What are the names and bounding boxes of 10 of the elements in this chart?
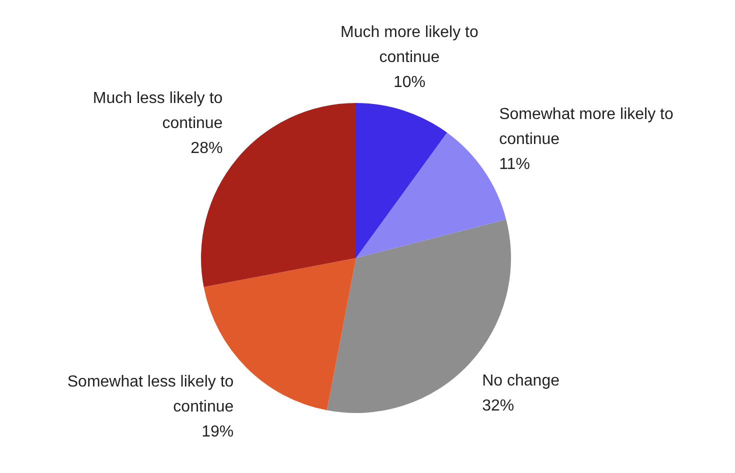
data-label: 10% bbox=[393, 74, 426, 92]
slice-label: Much more likely to continue bbox=[340, 24, 478, 66]
data-label: 11% bbox=[499, 156, 530, 174]
slice-label: No change bbox=[482, 372, 560, 390]
data-label: 19% bbox=[202, 423, 234, 440]
slice-label: Somewhat more likely to continue bbox=[499, 106, 674, 148]
slice-label: Somewhat less likely to continue bbox=[67, 373, 234, 416]
data-label: 28% bbox=[190, 140, 223, 158]
data-label: 32% bbox=[482, 397, 514, 414]
slice-label: Much less likely to continue bbox=[92, 90, 223, 132]
